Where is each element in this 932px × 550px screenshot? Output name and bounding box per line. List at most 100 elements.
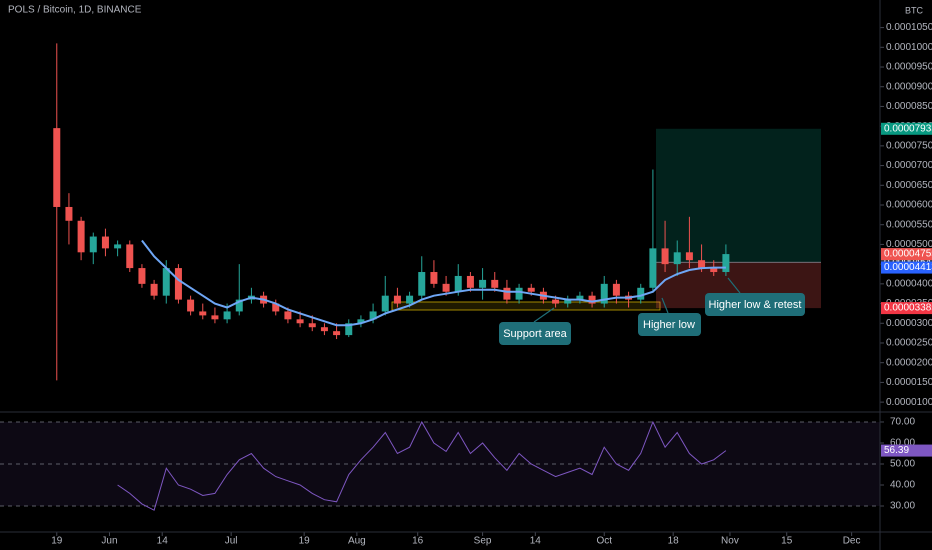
ma-price-label: 0.00004413 bbox=[884, 262, 932, 273]
candle-body bbox=[89, 236, 97, 253]
currency-label: BTC bbox=[905, 5, 924, 15]
candle-body bbox=[235, 299, 243, 312]
candle-body bbox=[576, 295, 584, 300]
candle-body bbox=[661, 248, 669, 265]
candle-body bbox=[673, 252, 681, 265]
x-tick-label: 18 bbox=[668, 536, 680, 547]
candle-body bbox=[101, 236, 109, 249]
x-tick-label: Sep bbox=[474, 536, 492, 547]
candle-body bbox=[442, 283, 450, 292]
candle-body bbox=[126, 244, 134, 269]
x-tick-label: Oct bbox=[596, 536, 612, 547]
candle-body bbox=[333, 331, 341, 336]
candle-body bbox=[65, 206, 73, 221]
x-tick-label: Jul bbox=[225, 536, 238, 547]
x-tick-label: 14 bbox=[530, 536, 542, 547]
rsi-tick-label: 50.00 bbox=[890, 459, 915, 470]
candle-body bbox=[430, 272, 438, 284]
annotation-box bbox=[638, 313, 701, 336]
candle-body bbox=[272, 303, 280, 312]
target-price-label: 0.00007933 bbox=[884, 123, 932, 134]
annotation-box bbox=[705, 293, 805, 316]
y-tick-label: 0.00010500 bbox=[886, 22, 932, 33]
candle-body bbox=[393, 295, 401, 304]
candle-body bbox=[406, 295, 414, 304]
candle-body bbox=[77, 220, 85, 253]
target-zone bbox=[656, 128, 821, 263]
candle-body bbox=[187, 299, 195, 312]
target-price-label-box bbox=[881, 122, 932, 135]
annotations: Support area Higher low Higher low & ret… bbox=[499, 277, 805, 345]
x-tick-label: 19 bbox=[299, 536, 311, 547]
x-tick-label: Dec bbox=[843, 536, 861, 547]
annotation-pointer bbox=[727, 277, 741, 294]
candle-body bbox=[138, 268, 146, 284]
x-tick-label: Aug bbox=[348, 536, 366, 547]
x-tick-label: 16 bbox=[412, 536, 424, 547]
stop-price-label: 0.00003385 bbox=[884, 303, 932, 314]
candle-body bbox=[199, 311, 207, 316]
annotation-text: Higher low bbox=[643, 319, 695, 331]
candle-body bbox=[174, 268, 182, 300]
rsi-tick-label: 70.00 bbox=[890, 417, 915, 428]
candle-body bbox=[345, 323, 353, 336]
x-tick-label: 19 bbox=[51, 536, 63, 547]
annotation-pointer bbox=[661, 297, 669, 314]
candle-body bbox=[612, 283, 620, 296]
candle-body bbox=[685, 252, 693, 261]
annotation-text: Higher low & retest bbox=[709, 299, 802, 311]
chart-title: POLS / Bitcoin, 1D, BINANCE bbox=[8, 5, 142, 16]
rsi-value-label-box bbox=[881, 444, 932, 457]
ma-price-label-box bbox=[881, 261, 932, 274]
rsi-tick-label: 40.00 bbox=[890, 480, 915, 491]
candle-body bbox=[320, 327, 328, 332]
support-zone bbox=[391, 301, 661, 311]
candle-body bbox=[284, 311, 292, 320]
rsi-value-label: 56.39 bbox=[884, 445, 909, 456]
candle-body bbox=[600, 283, 608, 304]
candle-body bbox=[308, 323, 316, 328]
candle-body bbox=[211, 315, 219, 320]
candle-body bbox=[162, 268, 170, 296]
last-price-label-box bbox=[881, 248, 932, 261]
candle-body bbox=[588, 295, 596, 304]
candle-body bbox=[637, 287, 645, 300]
rsi-line bbox=[117, 420, 727, 511]
candle-body bbox=[710, 268, 718, 273]
stop-price-label-box bbox=[881, 302, 932, 315]
candle-body bbox=[479, 279, 487, 288]
annotation-box bbox=[499, 322, 571, 345]
candle-body bbox=[114, 244, 122, 249]
candle-body bbox=[466, 275, 474, 288]
candle-body bbox=[698, 260, 706, 269]
candle-body bbox=[722, 254, 730, 273]
rsi-tick-label: 30.00 bbox=[890, 501, 915, 512]
candle-body bbox=[150, 283, 158, 296]
candle-body bbox=[552, 299, 560, 304]
candle-body bbox=[503, 287, 511, 300]
x-tick-label: Nov bbox=[721, 536, 739, 547]
candle-body bbox=[454, 275, 462, 292]
candle-body bbox=[53, 128, 61, 207]
candle-body bbox=[418, 272, 426, 296]
last-price-label: 0.00004755 bbox=[884, 249, 932, 260]
candle-body bbox=[564, 299, 572, 304]
candle-body bbox=[296, 319, 304, 324]
x-tick-label: Jun bbox=[101, 536, 117, 547]
